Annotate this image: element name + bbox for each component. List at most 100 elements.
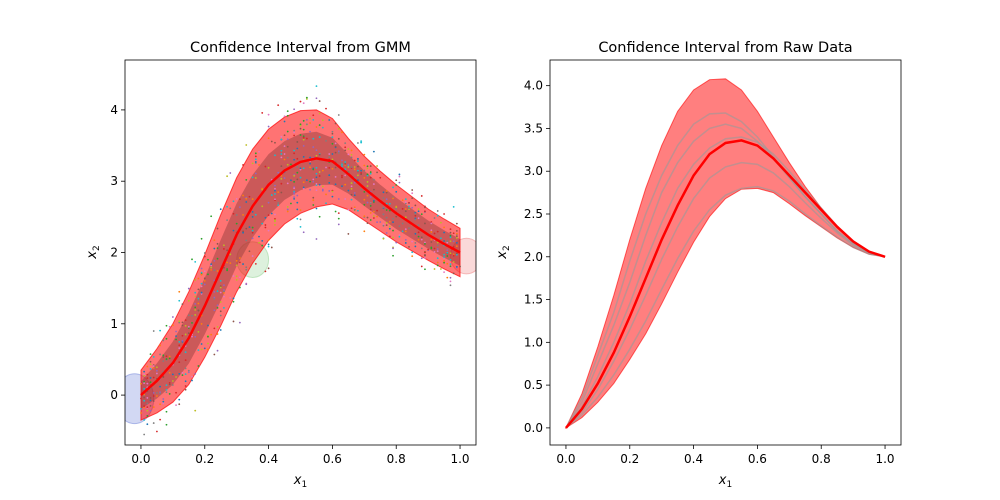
gmm-data-point [168,393,171,395]
gmm-data-point [267,267,270,270]
gmm-data-point [223,248,225,250]
gmm-data-point [162,360,165,363]
gmm-data-point [455,222,458,225]
gmm-data-point [187,325,190,328]
gmm-data-point [143,387,146,390]
gmm-data-point [293,152,296,155]
gmm-data-point [242,231,244,234]
gmm-data-point [385,198,388,201]
gmm-data-point [293,193,296,195]
gmm-data-point [156,369,158,372]
gmm-data-point [223,266,225,269]
gmm-data-point [156,366,158,369]
gmm-data-point [395,179,398,182]
gmm-data-point [200,348,203,351]
gmm-data-point [267,166,270,169]
gmm-data-point [251,231,254,234]
gmm-data-point [344,142,347,145]
gmm-data-point [274,189,276,192]
gmm-data-point [424,242,426,245]
gmm-data-point [446,249,449,252]
gmm-data-point [226,268,229,270]
gmm-data-point [334,176,337,178]
gmm-data-point [337,152,340,154]
gmm-data-point [274,154,276,157]
gmm-data-point [293,158,296,161]
gmm-data-point [293,129,296,132]
gmm-data-point [395,207,398,210]
gmm-data-point [277,171,280,174]
gmm-data-point [184,367,187,370]
gmm-ytick-label: 3 [110,174,118,188]
gmm-data-point [382,191,385,194]
gmm-data-point [305,179,308,182]
gmm-data-point [424,241,426,244]
gmm-data-point [321,126,324,129]
raw-xtick-label: 0.4 [684,452,703,466]
gmm-data-point [219,301,222,303]
gmm-data-point [299,209,302,212]
gmm-data-point [366,194,369,197]
gmm-data-point [168,371,171,374]
gmm-data-point [191,379,193,382]
gmm-data-point [270,246,273,249]
gmm-data-point [372,150,375,153]
gmm-data-point [213,297,216,300]
gmm-data-point [264,216,267,219]
gmm-data-point [369,165,372,167]
gmm-data-point [347,208,350,211]
gmm-data-point [414,204,417,207]
gmm-data-point [293,149,296,152]
gmm-data-point [159,391,162,394]
raw-ytick-label: 4.0 [524,79,543,93]
gmm-data-point [216,349,219,352]
gmm-data-point [184,373,187,376]
gmm-data-point [436,248,439,250]
gmm-data-point [146,414,149,417]
gmm-data-point [455,229,458,232]
gmm-data-point [181,334,184,337]
gmm-data-point [363,176,366,179]
gmm-data-point [344,198,347,200]
gmm-data-point [321,119,324,122]
gmm-data-point [360,169,363,172]
gmm-data-point [152,391,155,394]
gmm-data-point [171,316,174,318]
gmm-data-point [392,254,394,257]
gmm-ylabel: x2 [85,245,102,259]
gmm-data-point [404,242,407,244]
gmm-data-point [232,300,235,303]
gmm-data-point [449,258,452,261]
gmm-data-point [165,337,168,340]
gmm-data-point [251,176,254,179]
gmm-data-point [309,130,311,133]
gmm-data-point [299,168,302,171]
gmm-data-point [175,391,177,394]
gmm-data-point [449,276,452,279]
gmm-data-point [226,261,229,264]
gmm-data-point [181,324,184,327]
gmm-data-point [242,263,244,265]
gmm-data-point [162,400,165,403]
gmm-data-point [424,210,426,213]
gmm-data-point [341,163,343,166]
gmm-data-point [171,380,174,382]
raw-panel: 0.0 0.2 0.4 0.6 0.8 1.0 0.0 0.5 1.0 1.5 2.0 2.5 3.0… [495,40,902,490]
gmm-data-point [270,194,273,196]
gmm-data-point [216,333,219,335]
gmm-data-point [280,177,283,180]
gmm-data-point [420,213,423,216]
gmm-data-point [325,166,327,169]
gmm-data-point [360,172,363,174]
gmm-data-point [251,198,254,200]
gmm-data-point [203,283,206,286]
gmm-data-point [449,234,452,237]
gmm-data-point [372,183,375,185]
gmm-data-point [146,382,149,385]
raw-xticks: 0.0 0.2 0.4 0.6 0.8 1.0 [556,445,895,466]
gmm-data-point [401,230,404,233]
gmm-data-point [156,395,158,397]
gmm-data-point [344,161,347,163]
gmm-data-point [302,155,305,158]
gmm-data-point [229,207,232,210]
